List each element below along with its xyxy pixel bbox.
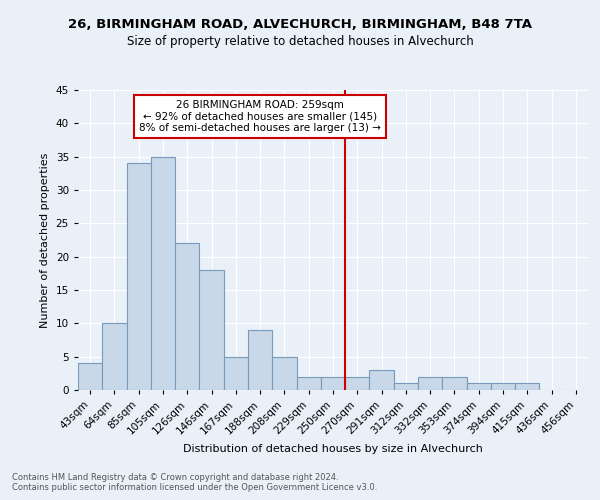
- X-axis label: Distribution of detached houses by size in Alvechurch: Distribution of detached houses by size …: [183, 444, 483, 454]
- Text: Size of property relative to detached houses in Alvechurch: Size of property relative to detached ho…: [127, 35, 473, 48]
- Bar: [224, 356, 248, 390]
- Y-axis label: Number of detached properties: Number of detached properties: [40, 152, 50, 328]
- Bar: [345, 376, 370, 390]
- Bar: [296, 376, 321, 390]
- Text: 26, BIRMINGHAM ROAD, ALVECHURCH, BIRMINGHAM, B48 7TA: 26, BIRMINGHAM ROAD, ALVECHURCH, BIRMING…: [68, 18, 532, 30]
- Bar: [370, 370, 394, 390]
- Bar: [102, 324, 127, 390]
- Bar: [272, 356, 296, 390]
- Bar: [442, 376, 467, 390]
- Bar: [151, 156, 175, 390]
- Bar: [199, 270, 224, 390]
- Bar: [175, 244, 199, 390]
- Bar: [394, 384, 418, 390]
- Bar: [248, 330, 272, 390]
- Bar: [515, 384, 539, 390]
- Bar: [321, 376, 345, 390]
- Bar: [491, 384, 515, 390]
- Bar: [418, 376, 442, 390]
- Bar: [467, 384, 491, 390]
- Bar: [78, 364, 102, 390]
- Bar: [127, 164, 151, 390]
- Text: 26 BIRMINGHAM ROAD: 259sqm
← 92% of detached houses are smaller (145)
8% of semi: 26 BIRMINGHAM ROAD: 259sqm ← 92% of deta…: [139, 100, 381, 133]
- Text: Contains HM Land Registry data © Crown copyright and database right 2024.
Contai: Contains HM Land Registry data © Crown c…: [12, 472, 377, 492]
